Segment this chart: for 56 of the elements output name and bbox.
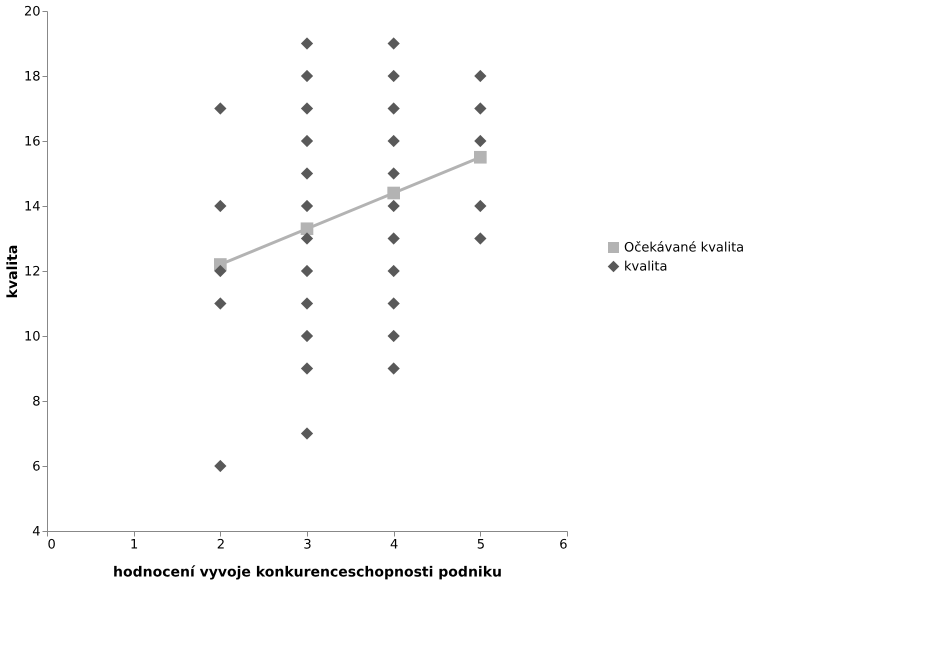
x-tick-label: 3 [303,538,312,552]
point [300,222,314,236]
x-axis-title: hodnocení vyvoje konkurenceschopnosti podniku [113,564,502,580]
point [300,330,314,342]
point [474,134,486,148]
point [474,200,486,212]
x-tick-label: 2 [216,538,225,552]
point [388,362,400,375]
point [388,167,400,180]
point [388,232,400,245]
point [300,70,314,82]
y-tick-label: 10 [24,330,40,344]
y-axis-title: kvalita [4,244,21,298]
legend-label: kvalita [624,260,668,274]
y-tick-label: 18 [24,70,40,84]
y-tick-label: 6 [32,460,40,474]
y-tick-label: 14 [24,200,40,214]
point [474,232,486,245]
x-tick-label: 6 [559,538,568,552]
point [300,134,314,148]
point [388,37,400,50]
x-tick-label: 5 [476,538,485,552]
point [214,460,226,472]
x-tick-label: 1 [130,538,138,552]
point [300,362,314,375]
y-tick-label: 12 [24,264,40,280]
y-tick-label: 4 [32,524,40,540]
point [300,232,314,245]
y-tick-label: 20 [24,4,40,20]
point [388,330,400,342]
point [388,200,400,212]
point [300,37,314,50]
point [388,297,400,310]
point [300,102,314,115]
y-tick-label: 8 [32,394,40,410]
point [388,134,400,148]
point [214,102,226,115]
legend-label: Očekávané kvalita [624,240,744,256]
point [214,200,226,212]
point [474,150,487,164]
point [388,70,400,82]
x-tick-label: 4 [390,538,398,552]
point [387,186,400,200]
point [300,200,314,212]
point [300,297,314,310]
point [300,427,314,440]
x-tick-label: 0 [48,538,56,552]
y-tick-label: 16 [24,134,40,150]
point [300,264,314,278]
point [388,102,400,115]
point [300,167,314,180]
point [474,70,486,82]
point [214,297,226,310]
point [474,102,486,115]
point [388,264,400,278]
point [214,264,226,278]
